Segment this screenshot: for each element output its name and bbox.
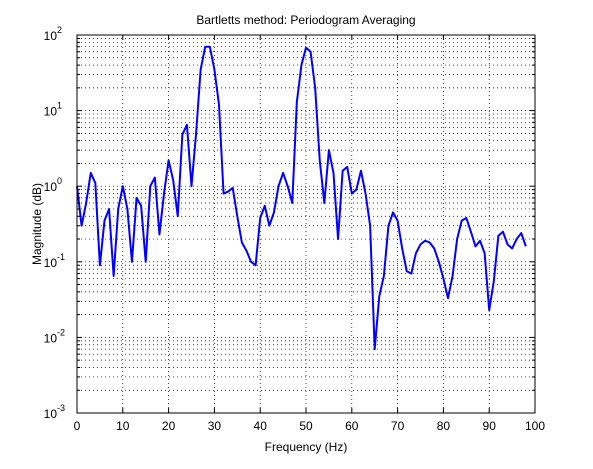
x-tick-label: 40 xyxy=(254,419,268,433)
x-tick-label: 30 xyxy=(208,419,222,433)
x-tick-label: 50 xyxy=(299,419,313,433)
x-tick-label: 10 xyxy=(116,419,130,433)
y-tick-label: 10 2 xyxy=(44,25,62,43)
y-tick-label: 10 -3 xyxy=(44,403,65,421)
y-tick-label: 10 -2 xyxy=(44,327,65,345)
y-tick-label-exp: -2 xyxy=(57,327,65,337)
y-tick-label-exp: 1 xyxy=(57,101,62,111)
x-tick-label: 100 xyxy=(525,419,545,433)
series-line xyxy=(76,45,527,351)
grid xyxy=(77,35,535,413)
x-tick-label: 20 xyxy=(162,419,176,433)
y-tick-label-base: 10 xyxy=(44,407,58,421)
y-tick-label: 10 1 xyxy=(44,101,62,119)
y-tick-label-base: 10 xyxy=(44,105,58,119)
y-tick-label-base: 10 xyxy=(44,331,58,345)
x-tick-label: 70 xyxy=(391,419,405,433)
x-tick-label: 80 xyxy=(437,419,451,433)
y-tick-label-exp: -1 xyxy=(57,252,65,262)
x-tick-label: 90 xyxy=(483,419,497,433)
y-tick-label: 10 0 xyxy=(44,176,62,194)
x-tick-label: 60 xyxy=(345,419,359,433)
y-tick-label-exp: -3 xyxy=(57,403,65,413)
y-tick-label-exp: 0 xyxy=(57,176,62,186)
y-tick-label-base: 10 xyxy=(44,256,58,270)
plot-background xyxy=(77,35,535,413)
y-axis-label: Magnitude (dB) xyxy=(30,183,44,265)
y-tick-label-exp: 2 xyxy=(57,25,62,35)
y-tick-label-base: 10 xyxy=(44,180,58,194)
x-tick-label: 0 xyxy=(74,419,81,433)
chart-title: Bartletts method: Periodogram Averaging xyxy=(196,13,415,27)
x-axis-label: Frequency (Hz) xyxy=(265,440,348,454)
y-tick-label: 10 -1 xyxy=(44,252,65,270)
y-tick-label-base: 10 xyxy=(44,29,58,43)
